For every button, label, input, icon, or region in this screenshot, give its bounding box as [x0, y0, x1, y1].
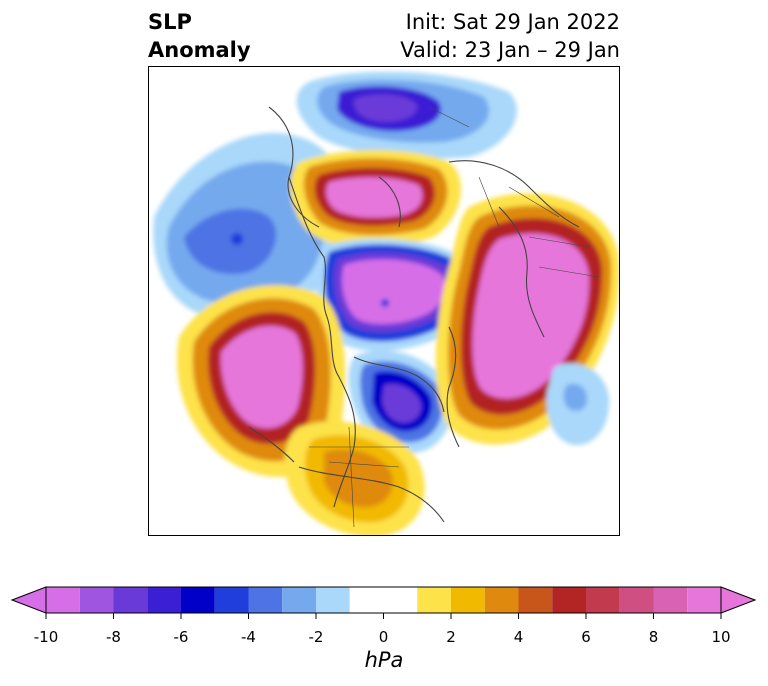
colorbar-tick-label: -8 — [106, 628, 121, 646]
colorbar-tick-label: 10 — [711, 628, 731, 646]
anomaly-low-arctic — [316, 238, 477, 351]
map-svg — [149, 67, 619, 535]
anomaly-high-atlantic — [435, 193, 619, 445]
title-valid-range: Valid: 23 Jan – 29 Jan — [400, 38, 620, 62]
anomaly-low-canada — [348, 350, 453, 453]
colorbar-tick-label: 4 — [513, 628, 524, 646]
colorbar-segment — [484, 587, 519, 613]
colorbar-tick-label: 2 — [446, 628, 456, 646]
title-variable-line1: SLP — [148, 10, 192, 34]
colorbar-segment — [417, 587, 451, 613]
anomaly-high-pacific-na — [177, 285, 346, 477]
colorbar-segment — [349, 587, 418, 613]
colorbar-segment — [147, 587, 181, 613]
colorbar-tick-label: 6 — [581, 628, 591, 646]
colorbar-segment — [653, 587, 688, 613]
colorbar-tick-label: -4 — [241, 628, 256, 646]
title-variable-line2: Anomaly — [148, 38, 251, 62]
coastlines — [248, 106, 580, 523]
title-init-date: Init: Sat 29 Jan 2022 — [405, 10, 620, 34]
colorbar-segment — [586, 587, 620, 613]
figure-title-left: SLP Anomaly — [148, 8, 251, 64]
colorbar-segment — [79, 587, 114, 613]
anomaly-high-north — [290, 149, 461, 248]
colorbar-tick-label: 0 — [378, 628, 389, 646]
colorbar-segment — [619, 587, 654, 613]
colorbar-segment — [46, 587, 80, 613]
colorbar-segment — [113, 587, 148, 613]
colorbar — [10, 586, 757, 619]
anomaly-low-north — [296, 71, 517, 159]
colorbar-extend-high-arrow — [720, 586, 757, 614]
colorbar-segment — [316, 587, 350, 613]
colorbar-segment — [181, 587, 215, 613]
colorbar-segment — [552, 587, 586, 613]
colorbar-segment — [248, 587, 283, 613]
colorbar-extend-low-arrow — [10, 586, 47, 614]
colorbar-tick-label: -10 — [33, 628, 59, 646]
colorbar-segment — [518, 587, 553, 613]
colorbar-tick-label: 8 — [648, 628, 659, 646]
figure-title-right: Init: Sat 29 Jan 2022 Valid: 23 Jan – 29… — [400, 8, 620, 64]
colorbar-segment — [451, 587, 485, 613]
political-borders — [309, 106, 600, 528]
colorbar-tick-label: -2 — [308, 628, 324, 646]
colorbar-segments — [46, 587, 721, 613]
colorbar-ticks — [45, 613, 722, 619]
anomaly-map — [148, 66, 620, 536]
colorbar-units-label: hPa — [364, 648, 404, 672]
colorbar-segment — [214, 587, 249, 613]
colorbar-tick-label: -6 — [173, 628, 189, 646]
colorbar-segment — [282, 587, 316, 613]
colorbar-segment — [687, 587, 721, 613]
anomaly-low-east-atlantic — [546, 363, 610, 446]
